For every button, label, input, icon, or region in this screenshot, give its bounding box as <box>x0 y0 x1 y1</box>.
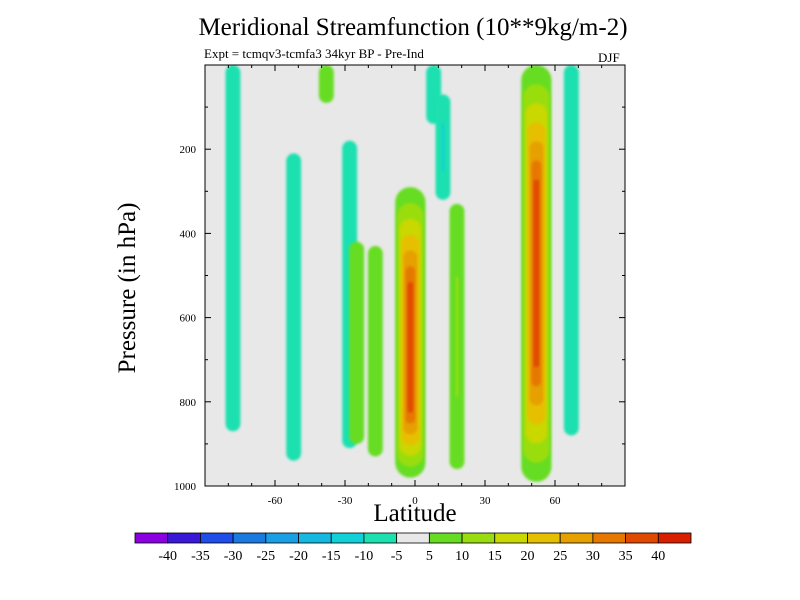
y-tick-label-1: 400 <box>180 228 197 240</box>
chart-title: Meridional Streamfunction (10**9kg/m-2) <box>198 14 628 41</box>
colorbar-swatch-4 <box>265 532 299 544</box>
axis-layer: -60 -30 0 30 60 200 400 600 800 1000 <box>174 65 625 507</box>
colorbar-swatch-16 <box>657 532 692 544</box>
colorbar-swatch-2 <box>200 532 234 544</box>
colorbar-label-9: 10 <box>455 549 469 564</box>
colorbar-label-14: 35 <box>619 549 633 564</box>
colorbar-label-1: -35 <box>191 549 210 564</box>
colorbar-swatch-11 <box>494 532 528 544</box>
x-tick-label-4: 60 <box>550 495 562 507</box>
colorbar-swatch-3 <box>232 532 267 544</box>
colorbar-label-5: -15 <box>322 549 341 564</box>
colorbar-label-4: -20 <box>289 549 308 564</box>
contour-region-4-0 <box>349 241 365 444</box>
x-tick-label-2: 0 <box>412 495 418 507</box>
contour-region-5-0 <box>367 246 383 457</box>
colorbar-swatch-12 <box>527 532 561 544</box>
colorbar-swatch-14 <box>592 532 626 544</box>
colorbar-swatch-13 <box>559 532 594 544</box>
contour-region-2-0 <box>318 65 334 103</box>
colorbar-swatch-5 <box>298 532 332 544</box>
contour-region-1-0 <box>286 153 302 461</box>
colorbar-swatch-1 <box>167 532 201 544</box>
season-label: DJF <box>598 50 620 65</box>
colorbar-label-10: 15 <box>488 549 502 564</box>
x-axis-label: Latitude <box>373 500 457 527</box>
colorbar-label-0: -40 <box>158 549 177 564</box>
y-tick-label-4: 1000 <box>174 481 197 493</box>
contour-region-6-6 <box>407 282 414 413</box>
colorbar-swatch-15 <box>625 532 659 544</box>
colorbar-label-12: 25 <box>553 549 567 564</box>
colorbar-label-15: 40 <box>651 549 665 564</box>
colorbar-swatch-7 <box>363 532 398 544</box>
colorbar-label-2: -30 <box>224 549 243 564</box>
colorbar-swatch-9 <box>428 532 463 544</box>
x-tick-label-3: 30 <box>480 495 492 507</box>
colorbar-label-7: -5 <box>391 549 403 564</box>
colorbar-label-11: 20 <box>521 549 535 564</box>
x-tick-label-1: -30 <box>338 495 353 507</box>
chart-subtitle: Expt = tcmqv3-tcmfa3 34kyr BP - Pre-Ind <box>204 46 424 61</box>
colorbar-label-3: -25 <box>256 549 275 564</box>
contour-region-9-1 <box>455 276 459 397</box>
contour-region-10-6 <box>533 179 540 368</box>
contour-region-8-1 <box>441 123 445 171</box>
colorbar-label-8: 5 <box>426 549 433 564</box>
contour-region-0-0 <box>225 65 241 432</box>
contour-region-11-0 <box>563 65 579 436</box>
colorbar-swatch-0 <box>134 532 169 544</box>
colorbar-label-13: 30 <box>586 549 600 564</box>
colorbar-swatch-8 <box>396 532 430 544</box>
colorbar-swatch-10 <box>461 532 496 544</box>
y-tick-label-0: 200 <box>180 144 197 156</box>
colorbar-label-6: -10 <box>355 549 374 564</box>
contour-layer <box>225 65 579 482</box>
y-tick-label-3: 800 <box>180 397 197 409</box>
y-tick-label-2: 600 <box>180 313 197 325</box>
colorbar: -40 -35 -30 -25 -20 -15 -10 -5 5 10 15 20 25 30 35 40 <box>134 532 692 564</box>
colorbar-swatch-6 <box>330 532 365 544</box>
x-tick-label-0: -60 <box>268 495 283 507</box>
